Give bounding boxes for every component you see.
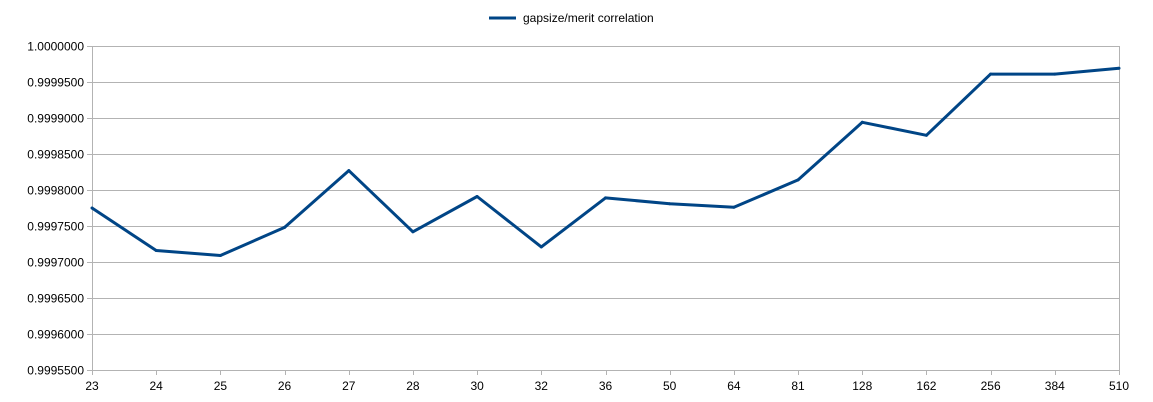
data-point (860, 120, 864, 124)
x-tick-label: 81 (791, 379, 805, 393)
data-point (90, 206, 94, 210)
x-tick-label: 27 (342, 379, 356, 393)
data-point (732, 205, 736, 209)
x-tick-label: 64 (727, 379, 741, 393)
data-point (668, 202, 672, 206)
grid (87, 46, 1120, 375)
y-tick-label: 1.0000000 (27, 40, 84, 54)
x-tick-label: 28 (406, 379, 420, 393)
y-tick-label: 0.9995500 (27, 364, 84, 378)
y-tick-label: 0.9998000 (27, 184, 84, 198)
x-tick-label: 128 (852, 379, 872, 393)
x-tick-label: 162 (916, 379, 936, 393)
legend: gapsize/merit correlation (489, 11, 654, 25)
x-tick-label: 256 (981, 379, 1001, 393)
data-point (539, 245, 543, 249)
data-point (218, 254, 222, 257)
x-tick-label: 36 (599, 379, 613, 393)
x-axis: 23 24 25 26 27 28 30 32 36 50 64 81 128 162 256 384 510 (85, 370, 1129, 393)
data-point (989, 72, 993, 76)
data-point (475, 195, 479, 198)
y-tick-label: 0.9996000 (27, 328, 84, 342)
data-point (1117, 66, 1121, 70)
data-point (924, 133, 928, 137)
x-tick-label: 26 (278, 379, 292, 393)
y-tick-label: 0.9998500 (27, 148, 84, 162)
data-point (347, 169, 351, 173)
x-tick-label: 30 (470, 379, 484, 393)
y-tick-label: 0.9997000 (27, 256, 84, 270)
data-point (604, 196, 607, 200)
series-line (91, 66, 1120, 257)
x-tick-label: 25 (214, 379, 228, 393)
x-tick-label: 24 (150, 379, 164, 393)
y-tick-label: 0.9997500 (27, 220, 84, 234)
data-point (154, 249, 158, 252)
x-tick-label: 32 (535, 379, 549, 393)
x-tick-label: 384 (1045, 379, 1065, 393)
x-tick-label: 23 (85, 379, 99, 393)
y-tick-label: 0.9999000 (27, 112, 84, 126)
y-axis: 0.9995500 0.9996000 0.9996500 0.9997000 0.99… (27, 40, 84, 378)
data-point (283, 225, 287, 229)
x-tick-label: 50 (663, 379, 677, 393)
x-tick-label: 510 (1109, 379, 1129, 393)
data-point (411, 230, 415, 234)
data-point (1053, 72, 1057, 76)
y-tick-label: 0.9999500 (27, 76, 84, 90)
legend-series-label: gapsize/merit correlation (523, 11, 654, 25)
series-layer (90, 66, 1121, 257)
data-point (796, 178, 800, 182)
y-tick-label: 0.9996500 (27, 292, 84, 306)
